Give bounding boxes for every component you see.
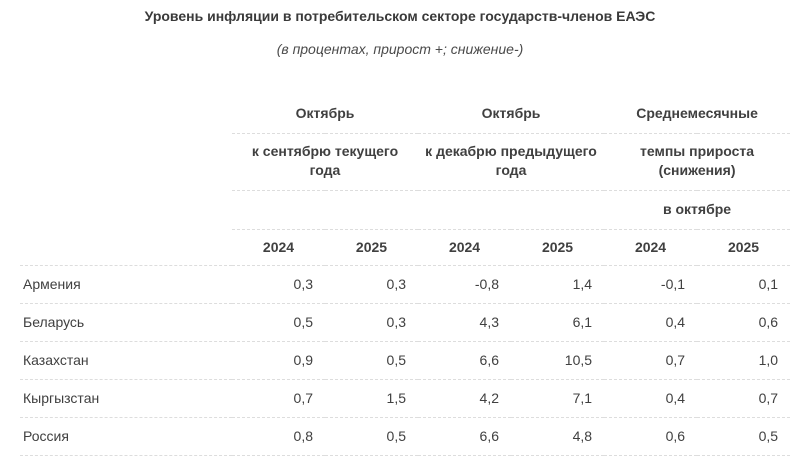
value-cell: 0,1 [697,265,791,304]
header-spacer-cell [20,95,232,134]
value-cell: 0,6 [697,303,791,342]
group3-month-header: в октябре [604,190,791,230]
group1-period-header: Октябрь [232,95,419,134]
value-cell: 1,5 [325,379,419,418]
group2-month-header [418,190,605,230]
value-cell: 0,7 [604,341,698,380]
header-row-comparison: к сентябрю текущего года к декабрю преды… [20,133,791,191]
value-cell: 0,3 [325,303,419,342]
country-name: Россия [20,417,232,456]
value-cell: 1,4 [511,265,605,304]
value-cell: 0,5 [325,341,419,380]
table-row-kyrgyzstan: Кыргызстан 0,7 1,5 4,2 7,1 0,4 0,7 [20,379,791,418]
value-cell: 0,7 [697,379,791,418]
value-cell: 4,2 [418,379,512,418]
value-cell: 6,1 [511,303,605,342]
header-row-period: Октябрь Октябрь Среднемесячные [20,95,791,134]
value-cell: 0,6 [604,417,698,456]
header-spacer-cell [20,191,232,230]
value-cell: -0,1 [604,265,698,304]
value-cell: 0,7 [232,379,325,418]
header-row-month: в октябре [20,190,791,230]
year-spacer-cell [20,229,232,266]
group2-comparison-header: к декабрю предыдущего года [418,133,605,191]
group2-period-header: Октябрь [418,95,605,134]
group3-period-header: Среднемесячные [604,95,791,134]
year-header: 2024 [232,229,325,266]
group1-month-header [232,190,419,230]
value-cell: -0,8 [418,265,512,304]
year-header: 2024 [604,229,698,266]
table-row-russia: Россия 0,8 0,5 6,6 4,8 0,6 0,5 [20,417,791,456]
value-cell: 0,8 [232,417,325,456]
value-cell: 0,4 [604,303,698,342]
value-cell: 0,5 [697,417,791,456]
value-cell: 4,3 [418,303,512,342]
value-cell: 0,3 [232,265,325,304]
table-row-armenia: Армения 0,3 0,3 -0,8 1,4 -0,1 0,1 [20,265,791,304]
value-cell: 0,5 [232,303,325,342]
value-cell: 0,5 [325,417,419,456]
year-header: 2025 [697,229,791,266]
value-cell: 10,5 [511,341,605,380]
country-name: Армения [20,265,232,304]
value-cell: 6,6 [418,341,512,380]
country-name: Кыргызстан [20,379,232,418]
country-name: Казахстан [20,341,232,380]
value-cell: 0,9 [232,341,325,380]
header-row-years: 2024 2025 2024 2025 2024 2025 [20,229,791,266]
year-header: 2025 [325,229,419,266]
year-header: 2025 [511,229,605,266]
group1-comparison-header: к сентябрю текущего года [232,133,419,191]
value-cell: 0,3 [325,265,419,304]
value-cell: 7,1 [511,379,605,418]
page-subtitle: (в процентах, прирост +; снижение-) [276,41,524,57]
year-header: 2024 [418,229,512,266]
value-cell: 6,6 [418,417,512,456]
page-title: Уровень инфляции в потребительском секто… [144,8,656,24]
header-spacer-cell [20,134,232,191]
table-row-belarus: Беларусь 0,5 0,3 4,3 6,1 0,4 0,6 [20,303,791,342]
group3-comparison-header: темпы прироста (снижения) [604,133,791,191]
table-row-kazakhstan: Казахстан 0,9 0,5 6,6 10,5 0,7 1,0 [20,341,791,380]
value-cell: 1,0 [697,341,791,380]
inflation-table: Октябрь Октябрь Среднемесячные к сентябр… [20,95,791,456]
value-cell: 4,8 [511,417,605,456]
country-name: Беларусь [20,303,232,342]
value-cell: 0,4 [604,379,698,418]
